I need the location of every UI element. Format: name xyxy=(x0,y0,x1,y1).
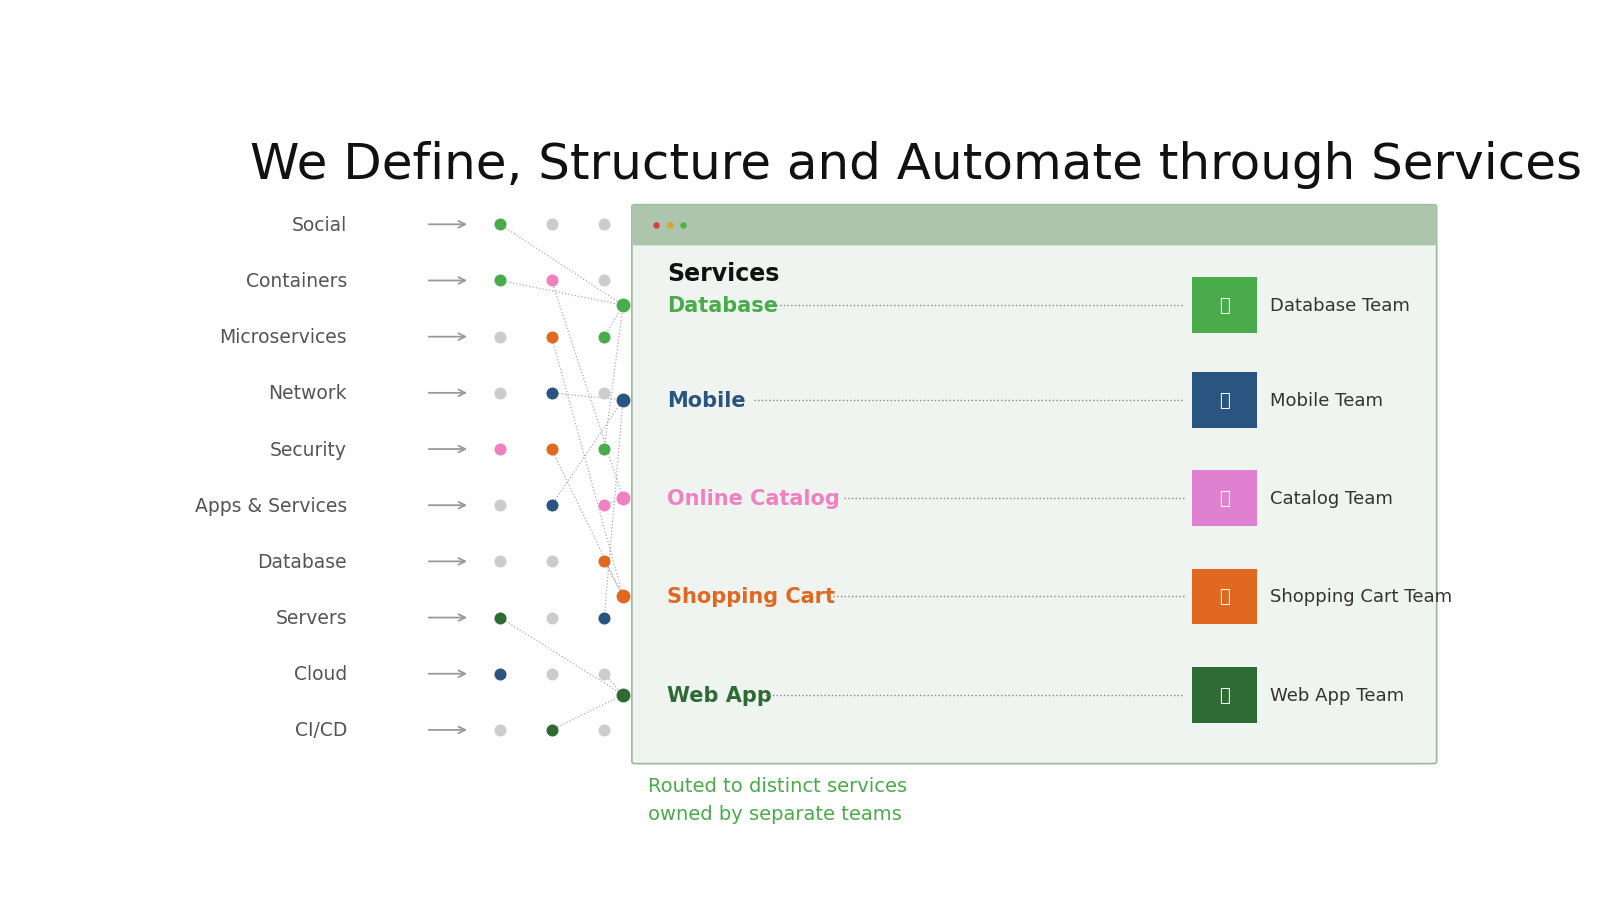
Point xyxy=(656,219,682,233)
Point xyxy=(611,491,637,506)
Point xyxy=(591,330,617,344)
Point xyxy=(591,442,617,456)
Point xyxy=(488,442,514,456)
Text: We Define, Structure and Automate through Services: We Define, Structure and Automate throug… xyxy=(249,141,1583,189)
Point xyxy=(591,274,617,289)
Text: Online Catalog: Online Catalog xyxy=(667,488,839,508)
Text: Network: Network xyxy=(269,384,347,403)
Text: 👥: 👥 xyxy=(1220,686,1230,704)
Text: 👥: 👥 xyxy=(1220,392,1230,409)
Point xyxy=(591,498,617,513)
Point xyxy=(538,386,564,401)
FancyBboxPatch shape xyxy=(1192,668,1257,722)
Text: Mobile Team: Mobile Team xyxy=(1270,392,1383,409)
Text: Database: Database xyxy=(258,552,347,571)
Point xyxy=(671,219,697,233)
Text: Web App Team: Web App Team xyxy=(1270,686,1405,704)
FancyBboxPatch shape xyxy=(1192,278,1257,333)
Point xyxy=(488,386,514,401)
Text: Social: Social xyxy=(292,216,347,234)
Point xyxy=(643,219,669,233)
Point xyxy=(488,218,514,232)
Text: Catalog Team: Catalog Team xyxy=(1270,489,1393,507)
Point xyxy=(488,667,514,681)
Text: Apps & Services: Apps & Services xyxy=(194,496,347,515)
FancyBboxPatch shape xyxy=(1192,373,1257,428)
Point xyxy=(538,498,564,513)
Point xyxy=(591,722,617,737)
FancyBboxPatch shape xyxy=(632,205,1437,763)
FancyBboxPatch shape xyxy=(1192,471,1257,527)
Point xyxy=(591,555,617,569)
Point xyxy=(591,386,617,401)
Point xyxy=(488,274,514,289)
Text: Shopping Cart: Shopping Cart xyxy=(667,587,834,607)
Text: 👥: 👥 xyxy=(1220,588,1230,606)
Point xyxy=(611,589,637,604)
Point xyxy=(591,218,617,232)
FancyBboxPatch shape xyxy=(632,205,1437,246)
Point xyxy=(538,555,564,569)
Text: 👥: 👥 xyxy=(1220,297,1230,314)
Point xyxy=(611,688,637,702)
Point xyxy=(538,667,564,681)
Text: Web App: Web App xyxy=(667,685,771,705)
Point xyxy=(538,330,564,344)
Point xyxy=(538,218,564,232)
Point xyxy=(538,442,564,456)
Text: Routed to distinct services
owned by separate teams: Routed to distinct services owned by sep… xyxy=(648,775,907,823)
Text: Services: Services xyxy=(667,261,779,285)
Text: Microservices: Microservices xyxy=(219,328,347,347)
FancyBboxPatch shape xyxy=(1192,569,1257,625)
Point xyxy=(538,610,564,625)
Point xyxy=(591,667,617,681)
Text: CI/CD: CI/CD xyxy=(295,721,347,740)
Text: Servers: Servers xyxy=(275,609,347,628)
Point xyxy=(611,299,637,313)
Text: 👥: 👥 xyxy=(1220,489,1230,507)
Point xyxy=(538,722,564,737)
Point xyxy=(488,498,514,513)
Text: Mobile: Mobile xyxy=(667,391,745,411)
Point xyxy=(611,394,637,408)
Text: Shopping Cart Team: Shopping Cart Team xyxy=(1270,588,1452,606)
Point xyxy=(488,330,514,344)
Point xyxy=(591,610,617,625)
Text: Database Team: Database Team xyxy=(1270,297,1409,314)
Point xyxy=(488,555,514,569)
Text: Containers: Containers xyxy=(246,271,347,291)
Text: Database: Database xyxy=(667,296,778,316)
Point xyxy=(488,610,514,625)
Text: Cloud: Cloud xyxy=(293,664,347,683)
Text: Security: Security xyxy=(271,440,347,459)
Point xyxy=(488,722,514,737)
Point xyxy=(538,274,564,289)
